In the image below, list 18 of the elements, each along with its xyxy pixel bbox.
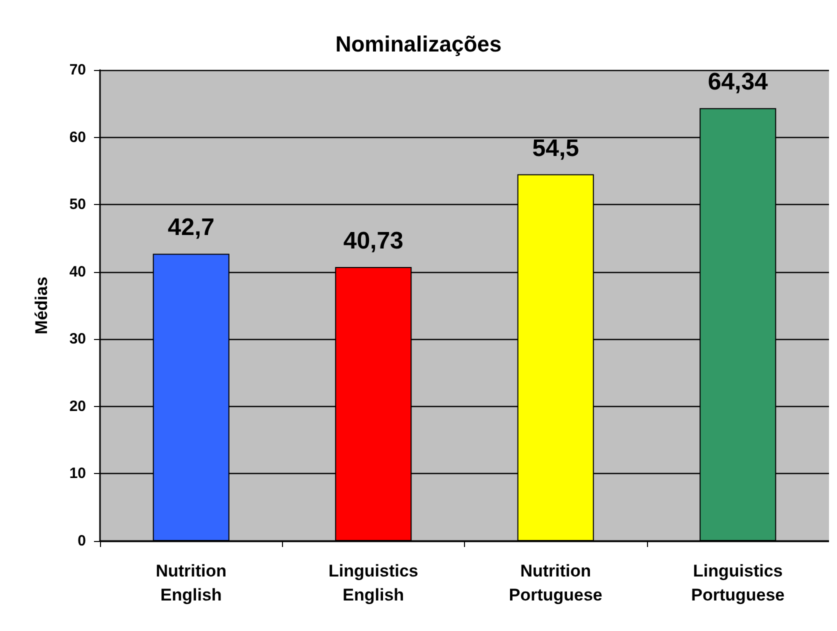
x-tick-label: Nutrition English bbox=[156, 562, 227, 604]
y-tick-label: 60 bbox=[69, 128, 86, 146]
data-label: 40,73 bbox=[343, 227, 404, 254]
y-tick-label: 70 bbox=[69, 62, 86, 78]
y-tick-label: 0 bbox=[78, 532, 86, 550]
data-label: 64,34 bbox=[708, 68, 769, 96]
chart-title: Nominalizações bbox=[335, 32, 502, 56]
data-label: 54,5 bbox=[532, 134, 579, 162]
y-tick-label: 10 bbox=[69, 465, 86, 482]
y-tick-label: 40 bbox=[69, 263, 86, 280]
y-axis-title: Médias bbox=[32, 276, 51, 334]
data-label: 42,7 bbox=[168, 214, 214, 242]
x-tick-label: Nutrition Portuguese bbox=[508, 562, 602, 604]
x-tick-label: Linguistics English bbox=[328, 562, 418, 604]
y-tick-label: 50 bbox=[69, 196, 86, 214]
y-tick-label: 20 bbox=[69, 398, 86, 415]
y-tick-label: 30 bbox=[69, 330, 86, 348]
x-tick-label: Linguistics Portuguese bbox=[691, 562, 785, 604]
